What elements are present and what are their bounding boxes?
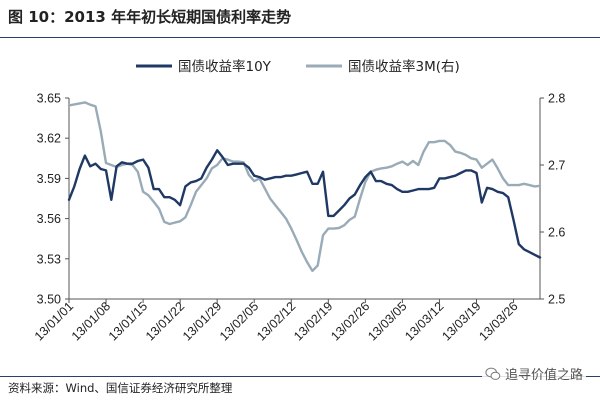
x-tick-label: 13/01/08 — [69, 299, 113, 343]
y-right-tick-label: 2.8 — [548, 92, 565, 106]
figure-title: 图 10：2013 年年初长短期国债利率走势 — [0, 0, 600, 38]
series-line-10y — [67, 149, 542, 259]
axes: 3.50 3.53 3.56 3.59 3.62 3.65 2.5 2.6 2.7 2.8 13/0… — [32, 92, 566, 344]
watermark-text: 追寻价值之路 — [504, 368, 583, 383]
x-tick-label: 13/03/05 — [365, 299, 409, 343]
x-tick-label: 13/01/29 — [180, 299, 224, 343]
y-right-tick-label: 2.5 — [548, 293, 565, 307]
y-left-tick-label: 3.56 — [37, 212, 61, 226]
x-tick-label: 13/02/12 — [254, 299, 298, 343]
legend: 国债收益率10Y 国债收益率3M(右) — [136, 58, 460, 75]
x-tick-label: 13/02/19 — [291, 299, 335, 343]
series-layer — [67, 101, 542, 273]
x-tick-label: 13/02/26 — [328, 299, 372, 343]
x-tick-label: 13/03/12 — [402, 299, 446, 343]
source-note: 资料来源：Wind、国信证券经济研究所整理 — [0, 376, 600, 402]
y-right-tick-label: 2.7 — [548, 159, 565, 173]
x-tick-label: 13/03/19 — [439, 299, 483, 343]
line-chart: 国债收益率10Y 国债收益率3M(右) 3.50 3.53 3.56 3.59 3.62… — [32, 58, 566, 344]
y-left-tick-label: 3.59 — [37, 172, 61, 186]
y-left-tick-label: 3.50 — [37, 293, 61, 307]
series-line-3m — [67, 101, 542, 273]
x-tick-label: 13/03/26 — [476, 299, 520, 343]
y-left-tick-label: 3.62 — [37, 132, 61, 146]
legend-label-3m: 国债收益率3M(右) — [348, 58, 460, 75]
x-tick-label: 13/02/05 — [217, 299, 261, 343]
y-left-tick-label: 3.53 — [37, 252, 61, 266]
y-left-tick-label: 3.65 — [37, 92, 61, 106]
legend-label-10y: 国债收益率10Y — [178, 58, 272, 75]
wechat-icon — [485, 367, 501, 380]
x-tick-label: 13/01/22 — [143, 299, 187, 343]
y-right-tick-label: 2.6 — [548, 226, 565, 240]
x-tick-label: 13/01/15 — [106, 299, 150, 343]
watermark: 追寻价值之路 — [481, 364, 586, 383]
